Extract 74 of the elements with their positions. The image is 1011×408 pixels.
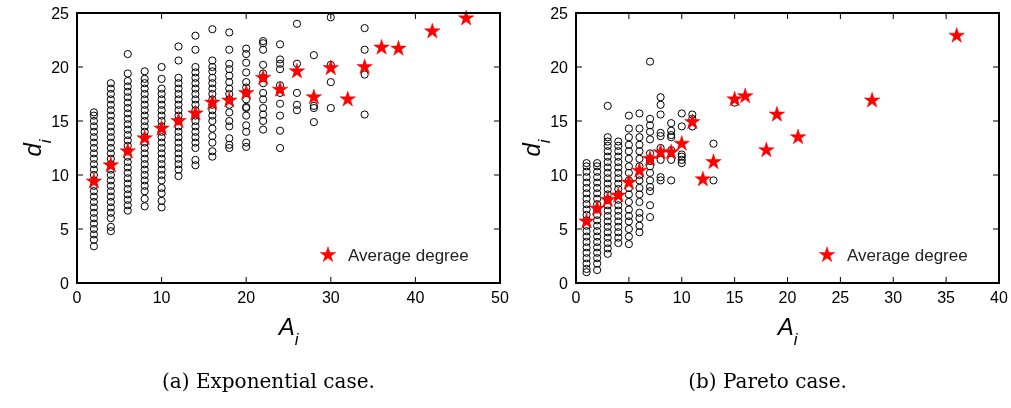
point [424, 22, 441, 39]
point [631, 162, 648, 178]
point [322, 59, 339, 75]
y-tick-label: 5 [559, 221, 569, 238]
point [610, 187, 627, 203]
x-tick-label: 50 [491, 289, 509, 306]
y-tick-label: 0 [60, 275, 70, 292]
point [599, 191, 616, 207]
point [578, 213, 595, 229]
point [187, 105, 204, 121]
x-tick-label: 30 [884, 289, 903, 306]
x-tick-label: 20 [237, 289, 256, 306]
point [373, 39, 390, 55]
point [102, 156, 119, 173]
x-tick-label: 25 [831, 289, 850, 306]
point [673, 135, 690, 151]
point [684, 113, 701, 129]
point [758, 141, 775, 158]
point [119, 142, 136, 159]
y-tick-label: 0 [559, 275, 569, 292]
point [390, 40, 407, 56]
x-tick-label: 40 [990, 289, 1008, 306]
point [768, 106, 785, 122]
x-tick-label: 5 [624, 289, 634, 306]
point [948, 27, 965, 43]
x-tick-label: 0 [72, 289, 82, 306]
point [238, 84, 255, 100]
y-tick-label: 10 [51, 167, 70, 184]
point [726, 90, 743, 107]
point [153, 120, 170, 136]
point [652, 143, 669, 160]
text: (a) Exponential case. [162, 369, 375, 393]
x-tick-label: 15 [725, 289, 744, 306]
point [663, 143, 680, 160]
point [458, 9, 475, 26]
x-tick-label: 0 [571, 289, 581, 306]
x-axis-title: A$_{i}$ [276, 313, 300, 349]
x-tick-label: 40 [406, 289, 425, 306]
point [356, 58, 373, 74]
point [642, 150, 659, 166]
x-tick-label: 10 [152, 289, 171, 306]
point [288, 62, 305, 79]
point [864, 92, 881, 108]
legend-label: Average degree [847, 246, 968, 265]
point [705, 153, 722, 169]
y-tick-label: 25 [51, 5, 70, 22]
x-axis-title: A$_{i}$ [775, 313, 799, 349]
point [255, 69, 272, 85]
x-tick-label: 20 [778, 289, 797, 306]
x-tick-label: 10 [672, 289, 691, 306]
point [272, 81, 289, 97]
y-tick-label: 15 [550, 113, 569, 130]
y-tick-label: 10 [550, 167, 569, 184]
text: (b) Pareto case. [688, 369, 847, 393]
legend-label: Average degree [348, 246, 469, 265]
y-tick-label: 25 [550, 5, 569, 22]
point [737, 87, 754, 104]
y-tick-label: 5 [60, 221, 70, 238]
y-tick-label: 20 [51, 59, 70, 76]
point [85, 173, 102, 189]
point [170, 112, 187, 128]
y-tick-label: 15 [51, 113, 70, 130]
point [204, 94, 221, 110]
point [305, 88, 322, 105]
point [694, 170, 711, 187]
x-tick-label: 30 [321, 289, 340, 306]
point [589, 200, 606, 216]
point [790, 128, 807, 145]
x-tick-label: 35 [937, 289, 956, 306]
point [221, 92, 238, 108]
y-tick-label: 20 [550, 59, 569, 76]
point [620, 174, 637, 190]
point [339, 90, 356, 107]
point [136, 129, 153, 146]
